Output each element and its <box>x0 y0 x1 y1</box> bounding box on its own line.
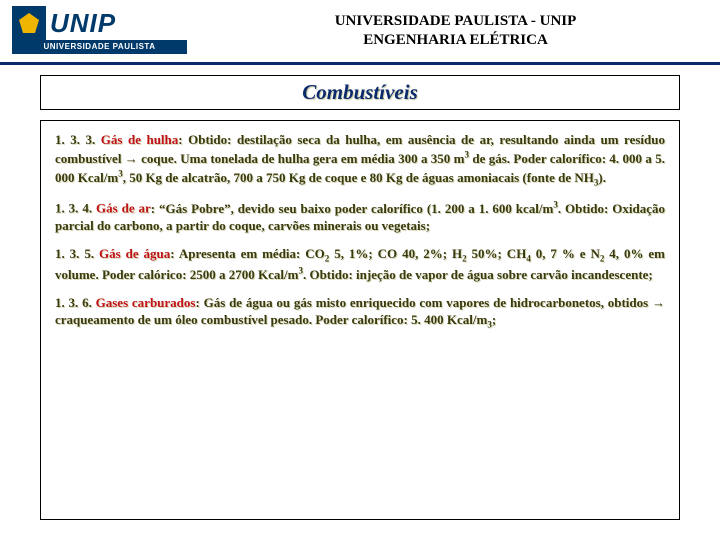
section-name: Gás de ar <box>96 201 151 216</box>
page-header: UNIP UNIVERSIDADE PAULISTA UNIVERSIDADE … <box>0 0 720 60</box>
logo-brand-text: UNIP <box>50 8 116 39</box>
logo-subtitle-bar: UNIVERSIDADE PAULISTA <box>12 40 187 54</box>
unip-logo: UNIP UNIVERSIDADE PAULISTA <box>12 6 187 56</box>
section-name: Gás de água <box>99 246 170 261</box>
header-line2: ENGENHARIA ELÉTRICA <box>363 32 548 48</box>
slide-title: Combustíveis <box>40 75 680 110</box>
logo-top-row: UNIP <box>12 6 187 40</box>
content-box: 1. 3. 3. Gás de hulha: Obtido: destilaçã… <box>40 120 680 520</box>
header-rule <box>0 62 720 65</box>
section-name: Gás de hulha <box>101 132 179 147</box>
section-1-3-6: 1. 3. 6. Gases carburados: Gás de água o… <box>55 294 665 331</box>
logo-shield-icon <box>12 6 46 40</box>
section-number: 1. 3. 4. <box>55 201 96 216</box>
section-1-3-4: 1. 3. 4. Gás de ar: “Gás Pobre”, devido … <box>55 198 665 234</box>
section-number: 1. 3. 5. <box>55 246 99 261</box>
section-name: Gases carburados <box>96 295 196 310</box>
section-number: 1. 3. 6. <box>55 295 96 310</box>
section-number: 1. 3. 3. <box>55 132 101 147</box>
header-institution: UNIVERSIDADE PAULISTA - UNIP ENGENHARIA … <box>203 12 708 50</box>
section-1-3-3: 1. 3. 3. Gás de hulha: Obtido: destilaçã… <box>55 131 665 188</box>
section-1-3-5: 1. 3. 5. Gás de água: Apresenta em média… <box>55 245 665 284</box>
header-line1: UNIVERSIDADE PAULISTA - UNIP <box>335 13 577 29</box>
